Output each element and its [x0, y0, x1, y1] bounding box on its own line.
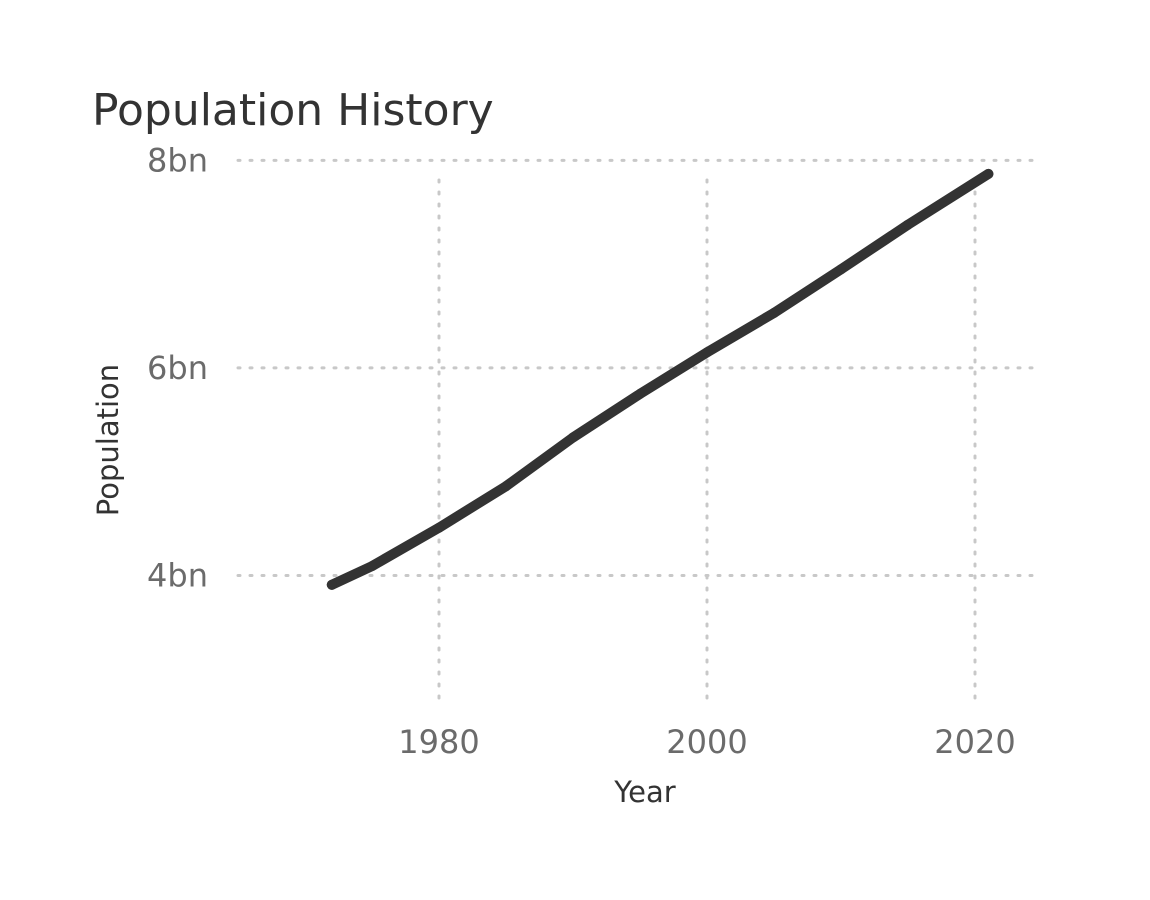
x-axis-label: Year — [613, 775, 675, 809]
y-tick-label: 8bn — [147, 141, 208, 179]
data-point — [568, 432, 578, 443]
data-point — [635, 388, 645, 399]
chart-title: Population History — [92, 85, 494, 136]
y-tick-label: 4bn — [147, 556, 208, 594]
data-point — [326, 579, 337, 590]
data-point — [367, 561, 377, 572]
data-point — [983, 168, 994, 179]
gridlines — [236, 158, 1044, 702]
x-tick-label: 2000 — [666, 723, 747, 761]
y-axis-label: Population — [91, 364, 125, 516]
data-point — [836, 264, 846, 275]
x-tick-label: 2020 — [934, 723, 1015, 761]
data-point — [702, 347, 712, 358]
data-point — [434, 522, 444, 533]
data-point — [769, 307, 779, 318]
data-point — [501, 481, 511, 492]
series-layer — [326, 168, 994, 590]
data-point — [903, 219, 913, 230]
x-tick-label: 1980 — [398, 723, 479, 761]
y-tick-label: 6bn — [147, 349, 208, 387]
tick-labels: 4bn 6bn 8bn 1980 2000 2020 — [147, 141, 1016, 761]
